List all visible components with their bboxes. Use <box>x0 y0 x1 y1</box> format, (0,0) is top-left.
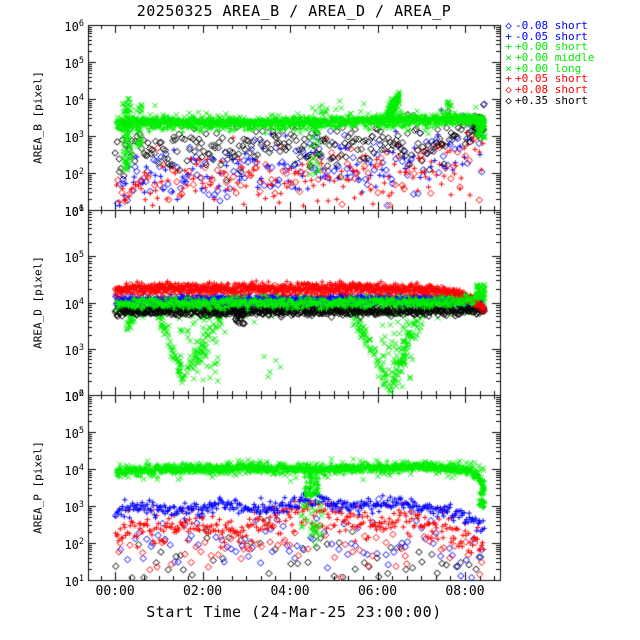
y-tick-label: 103 <box>64 130 84 145</box>
y-tick-label: 105 <box>64 56 84 71</box>
legend-label: +0.00 middle <box>515 51 595 65</box>
legend-label: +0.00 short <box>515 40 588 54</box>
diamond-icon: ◇ <box>505 93 512 107</box>
legend-entry: × +0.00 middle <box>502 51 595 65</box>
x-tick-label: 06:00 <box>357 584 398 599</box>
y-tick-label: 103 <box>64 343 84 358</box>
legend: ◇ -0.08 short + -0.05 short + +0.00 short × +0.… <box>502 19 595 107</box>
y-tick-label: 102 <box>64 537 84 552</box>
y-tick-label: 104 <box>64 93 84 108</box>
x-tick-label: 00:00 <box>95 584 135 599</box>
y-tick-label: 101 <box>64 204 84 219</box>
legend-label: +0.35 short <box>515 93 588 107</box>
legend-entry: + -0.05 short <box>502 29 594 43</box>
y-tick-label: 104 <box>64 297 84 312</box>
legend-label: +0.08 short <box>515 83 588 97</box>
cross-icon: × <box>505 51 512 65</box>
legend-label: +0.05 short <box>515 72 588 86</box>
y-tick-label: 105 <box>64 426 84 441</box>
x-axis-label: Start Time (24-Mar-25 23:00:00) <box>146 603 442 621</box>
x-tick-label: 04:00 <box>270 584 310 599</box>
legend-label: -0.08 short <box>515 19 588 32</box>
y-tick-label: 102 <box>64 389 84 404</box>
x-tick-label: 02:00 <box>183 584 223 599</box>
y-tick-label: 101 <box>64 574 84 589</box>
legend-entry: ◇ -0.08 short <box>502 19 594 32</box>
diamond-icon: ◇ <box>505 83 512 97</box>
legend-label: -0.05 short <box>515 29 588 43</box>
y-tick-label: 105 <box>64 250 84 265</box>
plus-icon: + <box>505 72 512 86</box>
y-tick-label: 106 <box>64 389 84 404</box>
legend-entry: + +0.00 short <box>502 40 594 54</box>
plus-icon: + <box>505 40 512 54</box>
legend-label: +0.00 long <box>515 61 582 75</box>
y-tick-label: 106 <box>64 204 84 219</box>
chart-title: 20250325 AREA_B / AREA_D / AREA_P <box>136 2 452 20</box>
legend-entry: ◇ +0.35 short <box>502 93 594 107</box>
plus-icon: + <box>505 29 512 43</box>
y-tick-label: 103 <box>64 500 84 515</box>
x-tick-label: 08:00 <box>445 584 485 599</box>
y-tick-label: 102 <box>64 167 84 182</box>
diamond-icon: ◇ <box>505 19 512 32</box>
cross-icon: × <box>505 61 512 75</box>
legend-entry: ◇ +0.08 short <box>502 83 594 97</box>
y-tick-label: 106 <box>64 19 84 34</box>
legend-entry: × +0.00 long <box>502 61 594 75</box>
legend-entry: + +0.05 short <box>502 72 594 86</box>
y-tick-label: 104 <box>64 463 84 478</box>
